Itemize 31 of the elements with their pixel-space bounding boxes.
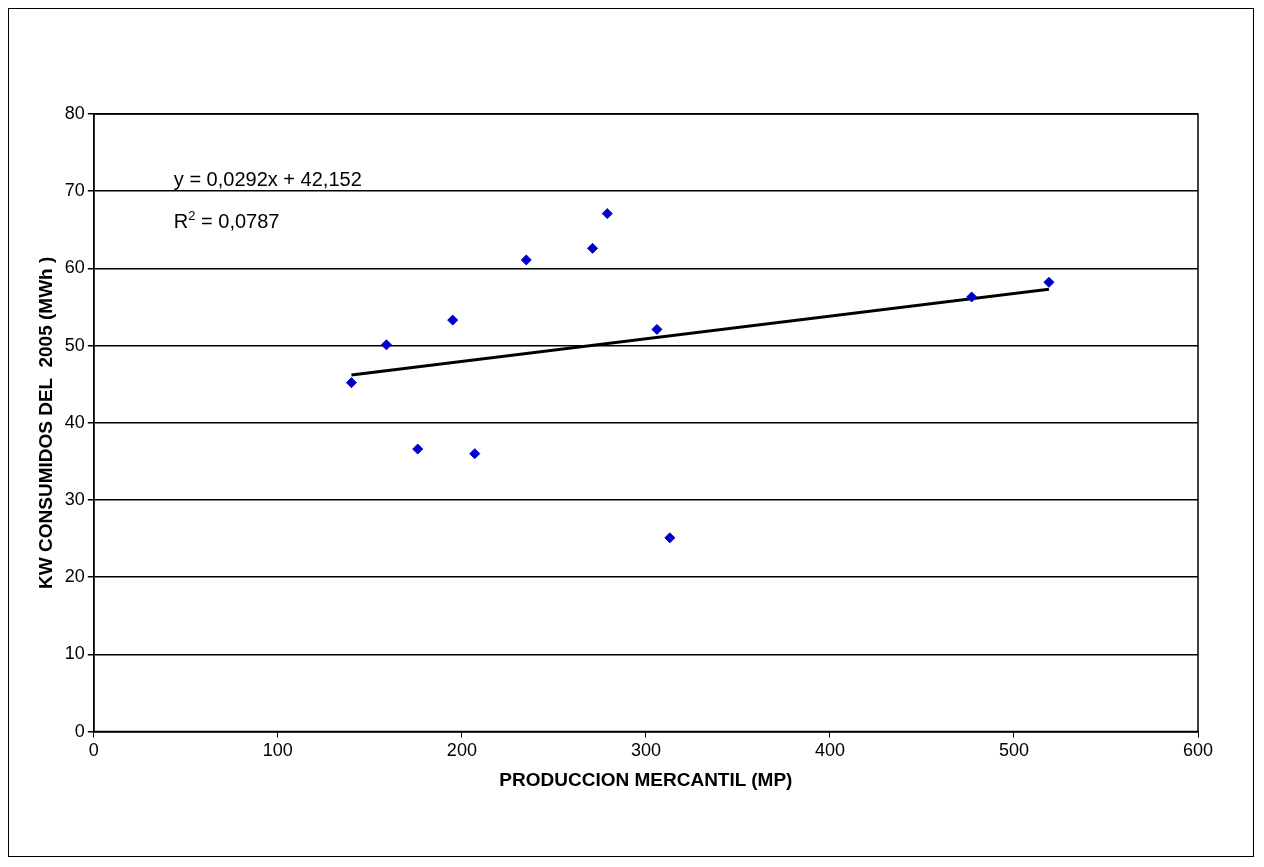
point	[601, 208, 613, 220]
point	[966, 291, 978, 303]
y-tick-label: 20	[64, 566, 85, 587]
x-tick-label: 100	[262, 740, 293, 761]
x-tick-label: 300	[630, 740, 661, 761]
x-tick-label: 200	[446, 740, 477, 761]
point	[412, 443, 424, 455]
annotation: y = 0,0292x + 42,152	[173, 168, 362, 190]
x-tick-label: 400	[814, 740, 845, 761]
y-tick-label: 50	[64, 334, 85, 355]
x-tick-label: 500	[998, 740, 1029, 761]
y-tick-label: 70	[64, 180, 85, 201]
x-tick-label: 0	[88, 740, 99, 761]
y-tick-label: 80	[64, 102, 85, 123]
x-tick-label: 600	[1182, 740, 1214, 761]
point	[587, 242, 599, 254]
point	[380, 339, 392, 351]
y-tick-label: 60	[64, 257, 85, 278]
y-tick-label: 30	[64, 488, 85, 509]
x-axis-title: PRODUCCION MERCANTIL (MP)	[499, 768, 793, 790]
point	[520, 254, 532, 266]
y-tick-label: 10	[64, 643, 85, 664]
point	[651, 323, 663, 335]
y-tick-label: 0	[74, 720, 85, 741]
y-axis-title: KW CONSUMIDOS DEL 2005 (MWh )	[34, 256, 56, 589]
point	[1043, 276, 1055, 288]
y-tick-label: 40	[64, 411, 85, 432]
point	[664, 532, 676, 544]
point	[345, 377, 357, 389]
point	[469, 448, 481, 460]
point	[447, 314, 459, 326]
